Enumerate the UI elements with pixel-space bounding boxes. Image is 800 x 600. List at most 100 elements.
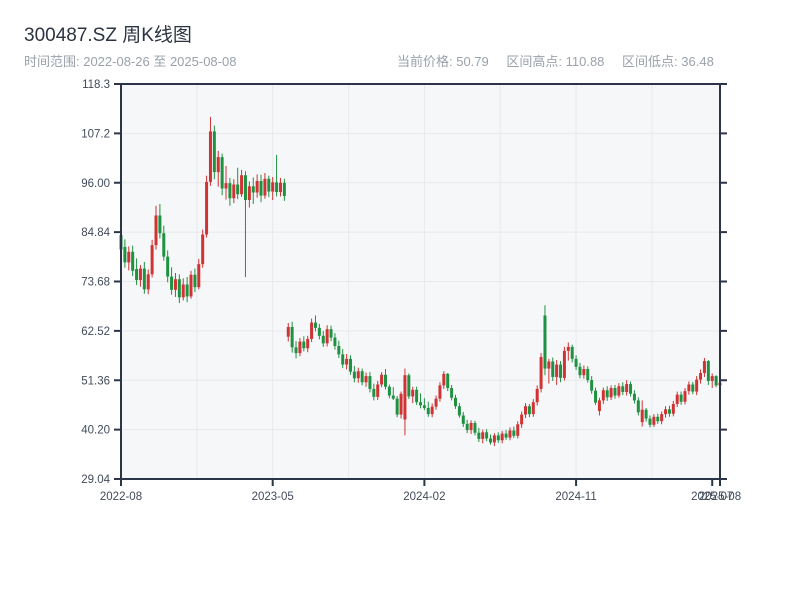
candle	[243, 171, 247, 277]
candle	[286, 322, 290, 342]
candle	[310, 318, 314, 343]
candle-body	[399, 393, 403, 415]
candle-body	[251, 186, 255, 193]
candle	[158, 203, 162, 239]
candle	[329, 325, 333, 342]
candle-body	[376, 384, 380, 397]
candle-body	[356, 371, 360, 379]
candle-body	[259, 180, 263, 196]
candle-body	[551, 361, 555, 377]
candle-body	[535, 388, 539, 403]
candle	[714, 375, 718, 388]
candle-body	[559, 364, 563, 378]
candle	[228, 177, 232, 206]
candle	[535, 385, 539, 406]
candle-body	[660, 414, 664, 422]
candle	[605, 386, 609, 401]
candle-body	[578, 366, 582, 376]
candle-body	[228, 183, 232, 199]
candle	[348, 355, 352, 375]
time-range-label: 时间范围: 2022-08-26 至 2025-08-08	[24, 54, 237, 69]
candle	[442, 371, 446, 389]
candle	[387, 384, 391, 399]
candle	[205, 175, 209, 238]
candle-body	[516, 424, 520, 436]
candle-body	[594, 390, 598, 403]
candle	[142, 261, 146, 294]
candle-body	[461, 415, 465, 424]
candle	[524, 403, 528, 419]
candle-body	[123, 246, 127, 263]
candle-body	[617, 386, 621, 396]
candle	[197, 258, 201, 290]
candle	[562, 346, 566, 381]
candle	[492, 433, 496, 447]
candle-body	[640, 409, 644, 423]
candle-body	[345, 358, 349, 365]
x-tick-label: 2024-02	[403, 491, 445, 503]
candle	[547, 358, 551, 384]
candle-body	[512, 430, 516, 436]
candle-body	[500, 433, 504, 441]
candle-body	[570, 346, 574, 359]
candle	[201, 229, 205, 268]
candle	[306, 335, 310, 353]
candle	[473, 420, 477, 436]
candle	[185, 276, 189, 303]
candle-body	[185, 284, 189, 297]
candle	[166, 250, 170, 283]
candle	[500, 430, 504, 444]
candle-body	[695, 379, 699, 392]
candle	[247, 181, 251, 208]
candle-body	[372, 388, 376, 397]
candle-body	[267, 178, 271, 192]
y-tick-label: 107.2	[81, 128, 110, 140]
axis-ticks	[114, 83, 727, 486]
candle-body	[601, 390, 605, 401]
candle	[578, 362, 582, 379]
candle-body	[566, 346, 570, 351]
candle-body	[220, 157, 224, 189]
candle-body	[383, 374, 387, 387]
candle-body	[166, 256, 170, 277]
candle-body	[150, 245, 154, 275]
candle-body	[352, 371, 356, 379]
x-tick-label: 2024-11	[555, 491, 596, 503]
candle	[255, 174, 259, 198]
candle-body	[422, 405, 426, 408]
candle-body	[317, 327, 321, 336]
candle	[559, 361, 563, 383]
candle-body	[446, 373, 450, 389]
candle	[644, 407, 648, 422]
candle	[325, 325, 329, 347]
candle	[574, 355, 578, 370]
candle	[216, 150, 220, 187]
candle-body	[652, 416, 656, 425]
y-tick-label: 73.68	[81, 277, 110, 289]
candle	[263, 173, 267, 199]
candle	[601, 387, 605, 404]
candle	[162, 225, 166, 261]
candle	[629, 381, 633, 397]
candle	[278, 177, 282, 197]
page-title: 300487.SZ 周K线图	[24, 25, 192, 46]
y-tick-label: 118.3	[82, 79, 110, 91]
candle	[360, 368, 364, 386]
x-tick-label: 2025-07	[691, 491, 733, 503]
candle-body	[278, 182, 282, 193]
candle	[220, 153, 224, 196]
candle-body	[702, 361, 706, 373]
candle-body	[232, 184, 236, 199]
candle-body	[275, 182, 279, 193]
candle-body	[208, 131, 212, 182]
candle	[675, 391, 679, 408]
candle	[364, 372, 368, 387]
candle	[695, 376, 699, 396]
candle-body	[687, 384, 691, 392]
candle	[380, 372, 384, 388]
candle-body	[138, 268, 142, 281]
candle-body	[473, 422, 477, 433]
candle	[469, 420, 473, 435]
candle	[123, 239, 127, 268]
candle-body	[656, 416, 660, 422]
